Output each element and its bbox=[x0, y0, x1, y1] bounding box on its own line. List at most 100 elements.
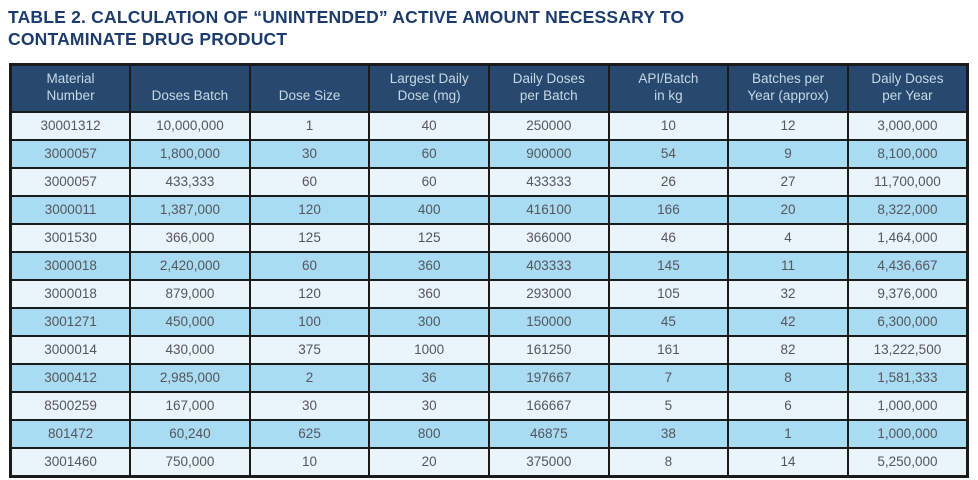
table-cell: 32 bbox=[727, 279, 849, 309]
table-cell: 5,250,000 bbox=[846, 447, 969, 478]
table-cell: 2,420,000 bbox=[129, 251, 251, 281]
table-cell: 416100 bbox=[488, 195, 610, 225]
table-cell: 120 bbox=[248, 279, 371, 309]
table-cell: 293000 bbox=[488, 279, 610, 309]
table-row: 3000057 433,333 60 60 433333 26 27 11,700,000 bbox=[9, 167, 969, 197]
table-row: 801472 60,240 625 800 46875 38 1 1,000,000 bbox=[9, 419, 969, 449]
document-page: TABLE 2. CALCULATION OF “UNINTENDED” ACT… bbox=[0, 7, 978, 480]
table-cell: 120 bbox=[248, 195, 371, 225]
table-cell: 366,000 bbox=[129, 223, 251, 253]
table-cell: 11 bbox=[727, 251, 849, 281]
table-cell: 800 bbox=[368, 419, 490, 449]
table-cell: 360 bbox=[368, 279, 490, 309]
table-cell: 1,000,000 bbox=[846, 419, 969, 449]
table-cell: 1,464,000 bbox=[846, 223, 969, 253]
table-cell: 30 bbox=[368, 391, 490, 421]
table-row: 3001460 750,000 10 20 375000 8 14 5,250,000 bbox=[9, 447, 969, 478]
table-cell: 60 bbox=[248, 251, 371, 281]
table-cell: 1,000,000 bbox=[846, 391, 969, 421]
table-cell: 900000 bbox=[488, 139, 610, 169]
table-cell: 36 bbox=[368, 363, 490, 393]
table-cell: 46 bbox=[607, 223, 730, 253]
table-title: TABLE 2. CALCULATION OF “UNINTENDED” ACT… bbox=[8, 7, 685, 49]
table-row: 3001530 366,000 125 125 366000 46 4 1,464,000 bbox=[9, 223, 969, 253]
table-cell: 9 bbox=[727, 139, 849, 169]
table-cell: 60,240 bbox=[129, 419, 251, 449]
table-cell: 8,100,000 bbox=[846, 139, 969, 169]
table-row: 8500259 167,000 30 30 166667 5 6 1,000,000 bbox=[9, 391, 969, 421]
table-cell: 30 bbox=[248, 391, 371, 421]
table-cell: 11,700,000 bbox=[846, 167, 969, 197]
table-cell: 45 bbox=[607, 307, 730, 337]
table-row: 3000057 1,800,000 30 60 900000 54 9 8,100,000 bbox=[9, 139, 969, 169]
table-cell: 125 bbox=[248, 223, 371, 253]
table-cell: 3001460 bbox=[9, 447, 132, 478]
table-cell: 433,333 bbox=[129, 167, 251, 197]
table-cell: 625 bbox=[248, 419, 371, 449]
table-cell: 3,000,000 bbox=[846, 111, 969, 141]
table-cell: 166 bbox=[607, 195, 730, 225]
table-cell: 150000 bbox=[488, 307, 610, 337]
table-cell: 6,300,000 bbox=[846, 307, 969, 337]
table-cell: 145 bbox=[607, 251, 730, 281]
table-cell: 250000 bbox=[488, 111, 610, 141]
table-cell: 3000018 bbox=[9, 279, 132, 309]
table-cell: 100 bbox=[248, 307, 371, 337]
table-row: 3000014 430,000 375 1000 161250 161 82 13,222,5… bbox=[9, 335, 969, 365]
table-cell: 3000014 bbox=[9, 335, 132, 365]
table-row: 30001312 10,000,000 1 40 250000 10 12 3,000,000 bbox=[9, 111, 969, 141]
table-row: 3000412 2,985,000 2 36 197667 7 8 1,581,333 bbox=[9, 363, 969, 393]
table-cell: 366000 bbox=[488, 223, 610, 253]
table-cell: 2 bbox=[248, 363, 371, 393]
table-cell: 8 bbox=[727, 363, 849, 393]
table-cell: 8,322,000 bbox=[846, 195, 969, 225]
table-cell: 9,376,000 bbox=[846, 279, 969, 309]
column-header: Daily Doses per Batch bbox=[488, 63, 610, 113]
table-cell: 3000011 bbox=[9, 195, 132, 225]
table-cell: 879,000 bbox=[129, 279, 251, 309]
table-cell: 5 bbox=[607, 391, 730, 421]
table-cell: 167,000 bbox=[129, 391, 251, 421]
table-cell: 403333 bbox=[488, 251, 610, 281]
table-cell: 1,800,000 bbox=[129, 139, 251, 169]
table-row: 3000018 2,420,000 60 360 403333 145 11 4,436,66… bbox=[9, 251, 969, 281]
table-cell: 27 bbox=[727, 167, 849, 197]
table-row: 3001271 450,000 100 300 150000 45 42 6,300,000 bbox=[9, 307, 969, 337]
table-cell: 450,000 bbox=[129, 307, 251, 337]
table-cell: 2,985,000 bbox=[129, 363, 251, 393]
table-cell: 750,000 bbox=[129, 447, 251, 478]
table-cell: 42 bbox=[727, 307, 849, 337]
table-cell: 3000018 bbox=[9, 251, 132, 281]
table-cell: 8 bbox=[607, 447, 730, 478]
table-cell: 60 bbox=[368, 139, 490, 169]
table-cell: 1,581,333 bbox=[846, 363, 969, 393]
table-cell: 161250 bbox=[488, 335, 610, 365]
table-cell: 3000412 bbox=[9, 363, 132, 393]
table-cell: 6 bbox=[727, 391, 849, 421]
column-header: API/Batch in kg bbox=[607, 63, 730, 113]
table-cell: 3001271 bbox=[9, 307, 132, 337]
table-cell: 60 bbox=[248, 167, 371, 197]
table-cell: 125 bbox=[368, 223, 490, 253]
table-cell: 40 bbox=[368, 111, 490, 141]
table-cell: 1 bbox=[248, 111, 371, 141]
table-cell: 3000057 bbox=[9, 167, 132, 197]
contamination-calculation-table: Material Number Doses Batch Dose Size Large… bbox=[9, 63, 969, 478]
table-cell: 1,387,000 bbox=[129, 195, 251, 225]
table-row: 3000018 879,000 120 360 293000 105 32 9,376,000 bbox=[9, 279, 969, 309]
table-cell: 433333 bbox=[488, 167, 610, 197]
table-cell: 20 bbox=[368, 447, 490, 478]
table-cell: 4,436,667 bbox=[846, 251, 969, 281]
table-cell: 13,222,500 bbox=[846, 335, 969, 365]
table-cell: 10,000,000 bbox=[129, 111, 251, 141]
table-cell: 60 bbox=[368, 167, 490, 197]
column-header: Material Number bbox=[9, 63, 132, 113]
table-cell: 3000057 bbox=[9, 139, 132, 169]
table-cell: 54 bbox=[607, 139, 730, 169]
table-cell: 430,000 bbox=[129, 335, 251, 365]
table-cell: 7 bbox=[607, 363, 730, 393]
table-cell: 26 bbox=[607, 167, 730, 197]
table-cell: 360 bbox=[368, 251, 490, 281]
table-cell: 12 bbox=[727, 111, 849, 141]
table-cell: 82 bbox=[727, 335, 849, 365]
